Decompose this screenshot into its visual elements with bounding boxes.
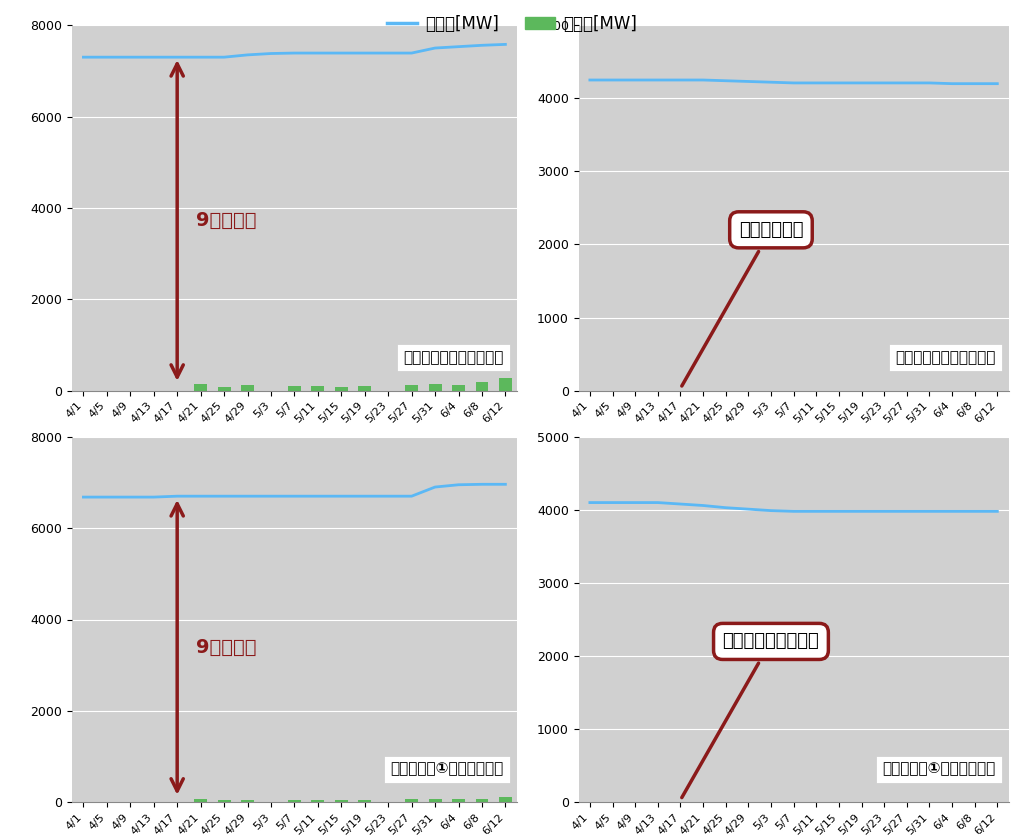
Bar	[288, 801, 301, 802]
Text: 開場以来、約定ゼロ: 開場以来、約定ゼロ	[682, 633, 819, 798]
Bar	[195, 384, 207, 391]
Bar	[429, 384, 441, 391]
Bar	[475, 799, 488, 802]
Text: 約定ほぼゼロ: 約定ほぼゼロ	[682, 221, 803, 386]
Bar	[406, 800, 418, 802]
Bar	[241, 800, 254, 802]
Bar	[429, 799, 441, 802]
Bar	[335, 801, 348, 802]
Bar	[311, 386, 325, 391]
Bar	[241, 385, 254, 391]
Bar	[218, 801, 230, 802]
Bar	[499, 796, 512, 802]
Bar	[358, 800, 371, 802]
Bar	[311, 800, 325, 802]
Bar	[335, 387, 348, 391]
Bar	[475, 382, 488, 391]
Bar	[406, 385, 418, 391]
Bar	[195, 800, 207, 802]
Bar	[452, 385, 465, 391]
Text: 二次調整力①・東京エリア: 二次調整力①・東京エリア	[390, 762, 504, 777]
Text: 9割超不足: 9割超不足	[196, 211, 256, 230]
Text: 一次調整力・東京エリア: 一次調整力・東京エリア	[403, 350, 504, 365]
Bar	[218, 387, 230, 391]
Text: 二次調整力①・中部エリア: 二次調整力①・中部エリア	[883, 762, 995, 777]
Text: 9割超不足: 9割超不足	[196, 638, 256, 657]
Bar	[358, 386, 371, 391]
Bar	[452, 800, 465, 802]
Text: 一次調整力・中部エリア: 一次調整力・中部エリア	[895, 350, 995, 365]
Bar	[499, 378, 512, 391]
Bar	[288, 386, 301, 391]
Legend: 募集量[MW], 落札量[MW]: 募集量[MW], 落札量[MW]	[381, 8, 643, 39]
